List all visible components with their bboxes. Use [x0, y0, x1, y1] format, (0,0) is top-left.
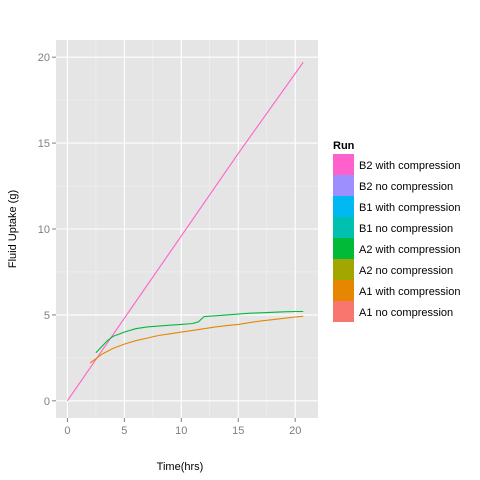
legend: Run B2 with compression B2 no compression… [333, 140, 461, 322]
y-tick-label: 20 [38, 52, 50, 64]
y-tick-label: 5 [44, 310, 50, 322]
legend-label: A1 no compression [359, 307, 453, 319]
x-tick-label: 20 [289, 425, 301, 437]
legend-key [333, 154, 354, 175]
x-tick-label: 10 [175, 425, 187, 437]
legend-label: A1 with compression [359, 286, 461, 298]
legend-title: Run [333, 140, 355, 152]
legend-label: A2 no compression [359, 265, 453, 277]
x-axis: 0 5 10 15 20 [64, 418, 301, 437]
series-lines [66, 61, 304, 402]
x-axis-title: Time(hrs) [157, 461, 204, 473]
legend-key [333, 196, 354, 217]
legend-key [333, 301, 354, 322]
legend-key [333, 238, 354, 259]
legend-label: B1 with compression [359, 202, 461, 214]
grid-major [56, 40, 318, 418]
y-axis-title: Fluid Uptake (g) [7, 190, 19, 268]
x-tick-label: 5 [121, 425, 127, 437]
legend-key [333, 259, 354, 280]
legend-label: B1 no compression [359, 223, 453, 235]
series-line-a1-with-compression [89, 315, 304, 364]
legend-key [333, 175, 354, 196]
legend-key [333, 217, 354, 238]
legend-key [333, 280, 354, 301]
legend-label: A2 with compression [359, 244, 461, 256]
y-tick-label: 0 [44, 396, 50, 408]
x-tick-label: 0 [64, 425, 70, 437]
y-axis: 0 5 10 15 20 [38, 52, 56, 408]
legend-label: B2 with compression [359, 160, 461, 172]
y-tick-label: 15 [38, 138, 50, 150]
y-tick-label: 10 [38, 224, 50, 236]
series-line-a2-with-compression [95, 310, 304, 354]
series-line-b2-with-compression [66, 61, 304, 402]
legend-label: B2 no compression [359, 181, 453, 193]
x-tick-label: 15 [232, 425, 244, 437]
